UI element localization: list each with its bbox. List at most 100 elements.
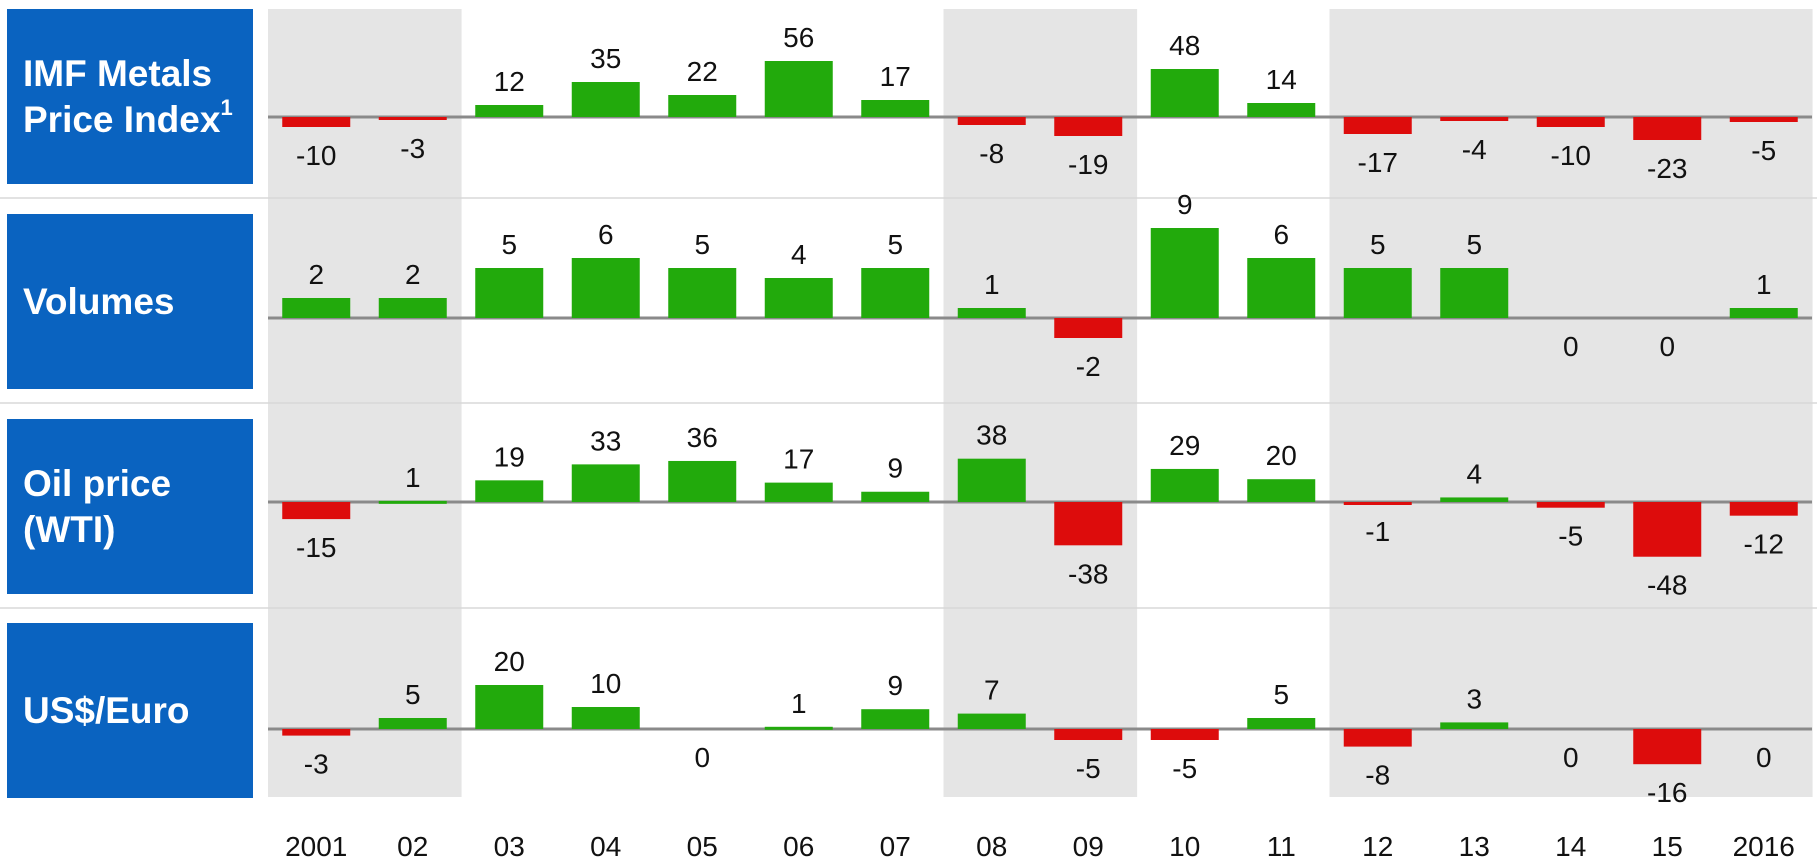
bar [282,729,351,736]
data-label: -8 [1365,760,1390,791]
bar [1440,497,1509,502]
x-tick-label: 11 [1267,831,1296,862]
data-label: -2 [1076,351,1101,382]
bar [475,105,544,117]
bar [378,117,447,120]
x-tick-label: 05 [687,831,718,862]
data-label: -4 [1462,134,1487,165]
bar [1247,479,1316,502]
data-label: 19 [494,441,525,472]
x-tick-label: 07 [880,831,911,862]
data-label: -8 [979,138,1004,169]
bar [1150,228,1219,318]
series-name: Oil price (WTI) [23,461,223,553]
bar [1054,729,1123,740]
bar [378,718,447,729]
bar [282,298,351,318]
data-label: 5 [405,679,421,710]
data-label: 0 [1563,331,1579,362]
data-label: 35 [590,43,621,74]
x-tick-label: 2001 [285,831,347,862]
data-label: 7 [984,675,1000,706]
bar [764,482,833,502]
data-label: 20 [1266,440,1297,471]
data-label: 17 [783,444,814,475]
bar [1150,729,1219,740]
data-label: -10 [296,140,336,171]
bar [1729,117,1798,122]
bar [1247,258,1316,318]
bar [1054,117,1123,136]
bar [1536,117,1605,127]
bar [668,460,737,502]
data-label: -5 [1172,753,1197,784]
data-label: 2 [405,259,421,290]
data-label: 2 [308,259,324,290]
data-label: 4 [1466,458,1482,489]
bar [668,95,737,117]
bar [861,491,930,502]
bar [1247,718,1316,729]
x-tick-label: 12 [1362,831,1393,862]
data-label: 0 [694,742,710,773]
bar [475,480,544,502]
bar [571,464,640,502]
bar [1054,318,1123,338]
bar [1729,308,1798,318]
bar [1633,729,1702,765]
bar [282,502,351,520]
x-tick-label: 2016 [1733,831,1795,862]
data-label: 5 [1273,679,1289,710]
bar [1633,502,1702,557]
bar [1536,502,1605,508]
data-label: -3 [400,133,425,164]
data-label: -1 [1365,516,1390,547]
bar [378,500,447,504]
x-tick-label: 08 [976,831,1007,862]
row-label: Volumes [7,214,253,389]
series-name-text: US$/Euro [23,689,190,731]
bar [861,100,930,117]
data-label: -16 [1647,777,1687,808]
series-name: Volumes [23,279,174,325]
footnote-marker: 1 [220,94,233,120]
x-tick-label: 15 [1652,831,1683,862]
bar [378,298,447,318]
data-label: 9 [1177,189,1193,220]
data-label: 10 [590,668,621,699]
data-label: 5 [887,229,903,260]
data-label: -23 [1647,153,1687,184]
data-label: 0 [1659,331,1675,362]
data-label: 22 [687,56,718,87]
bar [475,685,544,729]
bar [957,117,1026,125]
series-name: IMF Metals Price Index1 [23,51,243,143]
bar [1343,729,1412,747]
series-name-text: Volumes [23,280,175,322]
data-label: 48 [1169,30,1200,61]
bar [957,713,1026,729]
series-name-text: IMF Metals Price Index [23,52,221,140]
data-label: 5 [694,229,710,260]
bar [1150,468,1219,502]
bar [764,278,833,318]
data-label: 5 [501,229,517,260]
x-tick-label: 06 [783,831,814,862]
bar [1343,268,1412,318]
data-label: -3 [304,749,329,780]
data-label: 33 [590,425,621,456]
bar [1343,502,1412,505]
data-label: 6 [598,219,614,250]
x-tick-label: 14 [1555,831,1586,862]
data-label: 29 [1169,430,1200,461]
row-label: IMF Metals Price Index1 [7,9,253,184]
data-label: -5 [1751,135,1776,166]
bar [1440,117,1509,121]
bar [571,258,640,318]
data-label: -10 [1551,140,1591,171]
row-label: US$/Euro [7,623,253,798]
data-label: 9 [887,453,903,484]
data-label: 1 [791,688,807,719]
data-label: 36 [687,422,718,453]
